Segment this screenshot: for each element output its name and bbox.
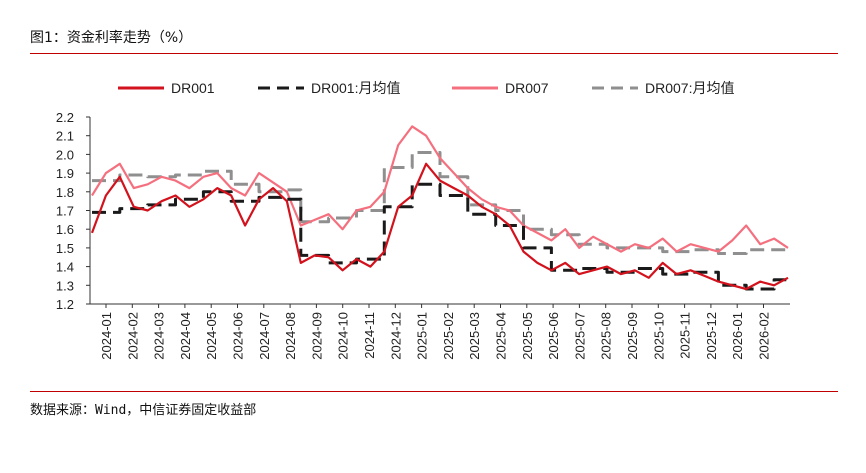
- x-tick-label: 2024-09: [309, 312, 324, 360]
- x-tick-label: 2024-10: [336, 312, 351, 360]
- x-tick-label: 2024-03: [152, 312, 167, 360]
- x-tick-label: 2024-08: [283, 312, 298, 360]
- x-tick-label: 2024-11: [362, 312, 377, 359]
- x-tick-label: 2025-04: [494, 312, 509, 360]
- x-tick-label: 2024-04: [178, 312, 193, 360]
- legend-label: DR007: [505, 80, 549, 96]
- legend-label: DR001:月均值: [311, 80, 400, 96]
- x-tick-label: 2024-02: [125, 312, 140, 360]
- x-tick-label: 2025-03: [467, 312, 482, 360]
- x-tick-label: 2024-07: [257, 312, 272, 360]
- figure-title: 图1：资金利率走势（%）: [30, 30, 193, 46]
- y-tick-label: 2.0: [56, 147, 74, 162]
- x-tick-label: 2025-02: [441, 312, 456, 360]
- y-tick-label: 1.4: [56, 260, 74, 275]
- source-note: 数据来源：Wind，中信证券固定收益部: [30, 403, 257, 418]
- x-tick-label: 2026-02: [757, 312, 772, 360]
- y-tick-label: 1.9: [56, 166, 74, 181]
- x-axis: 2024-01 2024-02 2024-03 2024-04 2024-05 2024-…: [90, 303, 790, 360]
- x-tick-label: 2025-07: [572, 312, 587, 360]
- series-line-2: [91, 125, 789, 253]
- x-tick-label: 2025-05: [520, 312, 535, 360]
- legend: DR001 DR001:月均值 DR007 DR007:月均值: [118, 80, 734, 96]
- x-tick-label: 2025-12: [704, 312, 719, 360]
- series-layer: [90, 125, 789, 291]
- y-tick-label: 1.7: [56, 204, 74, 219]
- y-tick-label: 2.2: [56, 110, 74, 125]
- x-tick-label: 2025-10: [651, 312, 666, 360]
- y-tick-label: 1.6: [56, 222, 74, 237]
- top-rule: [30, 53, 838, 54]
- x-tick-label: 2024-05: [204, 312, 219, 360]
- x-tick-label: 2025-01: [415, 312, 430, 360]
- x-tick-label: 2024-01: [99, 312, 114, 360]
- x-tick-label: 2025-09: [625, 312, 640, 360]
- x-tick-label: 2026-01: [730, 312, 745, 360]
- x-tick-label: 2024-12: [388, 312, 403, 360]
- series-line-3: [92, 151, 788, 255]
- y-tick-label: 1.8: [56, 185, 74, 200]
- x-tick-label: 2025-11: [678, 312, 693, 359]
- y-axis: 1.2 1.3 1.4 1.5 1.6 1.7 1.8 1.9 2.0 2.1 2.2: [56, 110, 91, 312]
- y-tick-label: 2.1: [56, 129, 74, 144]
- series-line-0: [90, 162, 789, 291]
- y-tick-label: 1.2: [56, 297, 74, 312]
- x-tick-label: 2025-06: [546, 312, 561, 360]
- legend-label: DR007:月均值: [645, 80, 734, 96]
- y-tick-label: 1.5: [56, 241, 74, 256]
- x-tick-label: 2024-06: [231, 312, 246, 360]
- x-tick-label: 2025-08: [599, 312, 614, 360]
- y-tick-label: 1.3: [56, 278, 74, 293]
- bottom-rule: [30, 391, 838, 392]
- series-line-1: [92, 182, 788, 291]
- legend-label: DR001: [171, 80, 215, 96]
